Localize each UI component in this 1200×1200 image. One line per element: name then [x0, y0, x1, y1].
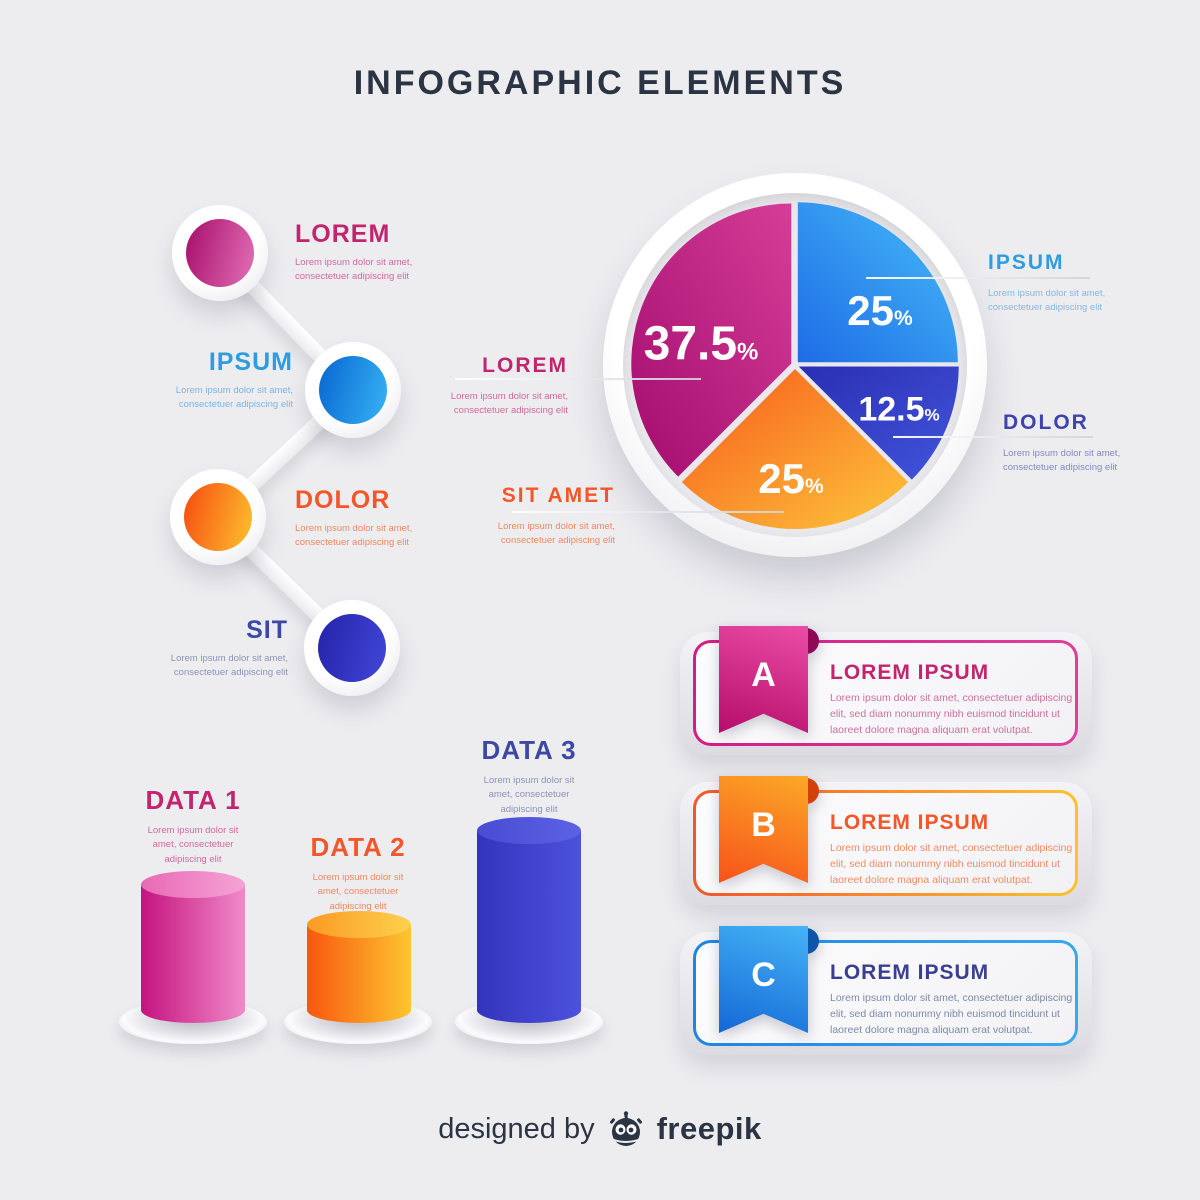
pie-value-sit-amet: 25% [758, 455, 824, 502]
bar-desc: Lorem ipsum dolor sit amet, consectetuer… [483, 775, 575, 815]
ribbon-c: C [719, 926, 819, 1033]
banner-body: Lorem ipsum dolor sit amet, consectetuer… [830, 692, 1073, 736]
banner-title: LOREM IPSUM [830, 811, 990, 834]
bar-title: DATA 1 [145, 785, 241, 815]
pie-slice-dolor [798, 366, 959, 480]
timeline-node-ipsum-dot [319, 356, 387, 424]
timeline-node-sit-dot [318, 614, 386, 682]
percent-sign: % [737, 338, 759, 366]
timeline-item-desc: Lorem ipsum dolor sit amet, consectetuer… [295, 523, 413, 548]
bar-label-data-2: DATA 2 Lorem ipsum dolor sit amet, conse… [283, 832, 433, 914]
banner-title: LOREM IPSUM [830, 661, 990, 684]
ribbon-a: A [719, 626, 819, 733]
bar-title: DATA 3 [481, 735, 577, 765]
timeline-item-lorem: LOREM Lorem ipsum dolor sit amet, consec… [295, 220, 445, 284]
leader-line-ipsum [866, 277, 1090, 279]
pie-callout-desc: Lorem ipsum dolor sit amet, consectetuer… [988, 288, 1106, 314]
leader-line-sit-amet [512, 511, 784, 513]
timeline-node-lorem-dot [186, 219, 254, 287]
timeline-node-lorem [172, 205, 268, 301]
percent-sign: % [805, 475, 824, 498]
timeline-item-desc: Lorem ipsum dolor sit amet, consectetuer… [295, 257, 413, 282]
timeline-item-label: DOLOR [295, 486, 391, 514]
timeline-item-label: IPSUM [208, 348, 293, 376]
freepik-robot-icon [605, 1108, 647, 1150]
cylinder-top [307, 911, 411, 938]
ribbon-letter: C [751, 956, 776, 994]
bar-title: DATA 2 [310, 832, 406, 862]
pie-slice-lorem [631, 203, 792, 477]
timeline-item-label: LOREM [295, 220, 391, 248]
pie-slice-sit-amet [681, 369, 909, 530]
footer-brand: freepik [656, 1111, 762, 1146]
bar-desc: Lorem ipsum dolor sit amet, consectetuer… [147, 825, 239, 865]
banner-a: A LOREM IPSUM Lorem ipsum dolor sit amet… [680, 626, 1092, 755]
pie-chart [631, 202, 959, 530]
pie-callout-desc: Lorem ipsum dolor sit amet, consectetuer… [450, 391, 568, 417]
timeline-node-dolor [170, 469, 266, 565]
pie-callout-lorem: LOREM Lorem ipsum dolor sit amet, consec… [428, 354, 568, 419]
pie-value-dolor: 12.5% [858, 390, 940, 429]
banner-title: LOREM IPSUM [830, 961, 990, 984]
pie-value-ipsum: 25% [847, 287, 913, 334]
pie-callout-sit-amet: SIT AMET Lorem ipsum dolor sit amet, con… [475, 484, 615, 549]
percent-sign: % [894, 307, 913, 330]
timeline-node-ipsum [305, 342, 401, 438]
timeline-item-desc: Lorem ipsum dolor sit amet, consectetuer… [175, 385, 293, 410]
timeline-item-label: SIT [246, 616, 288, 644]
footer-prefix: designed by [438, 1112, 595, 1145]
ribbon-letter: B [751, 806, 776, 844]
leader-line-lorem [455, 378, 701, 380]
leader-line-dolor [893, 436, 1093, 438]
pie-callout-ipsum: IPSUM Lorem ipsum dolor sit amet, consec… [988, 251, 1128, 316]
banner-b: B LOREM IPSUM Lorem ipsum dolor sit amet… [680, 776, 1092, 905]
pie-value-lorem: 37.5% [643, 317, 759, 371]
pie-callout-dolor: DOLOR Lorem ipsum dolor sit amet, consec… [1003, 411, 1143, 476]
timeline-item-dolor: DOLOR Lorem ipsum dolor sit amet, consec… [295, 486, 445, 550]
pie-callout-title: DOLOR [1003, 411, 1089, 434]
timeline-item-desc: Lorem ipsum dolor sit amet, consectetuer… [170, 653, 288, 678]
timeline-item-sit: SIT Lorem ipsum dolor sit amet, consecte… [138, 616, 288, 680]
pie-callout-title: LOREM [482, 354, 568, 377]
timeline-node-dolor-dot [184, 483, 252, 551]
cylinder-top [141, 871, 245, 898]
footer-credit: designed by freepik [0, 1108, 1200, 1150]
percent-sign: % [924, 405, 940, 425]
banner-body: Lorem ipsum dolor sit amet, consectetuer… [830, 992, 1073, 1036]
pie-slice-ipsum [797, 202, 958, 363]
pie-callout-desc: Lorem ipsum dolor sit amet, consectetuer… [1003, 448, 1121, 474]
banner-body: Lorem ipsum dolor sit amet, consectetuer… [830, 842, 1073, 886]
page-title: INFOGRAPHIC ELEMENTS [353, 64, 847, 102]
bar-label-data-3: DATA 3 Lorem ipsum dolor sit amet, conse… [454, 735, 604, 817]
pie-callout-title: IPSUM [988, 251, 1065, 274]
cylinder-body [477, 831, 581, 1023]
bar-desc: Lorem ipsum dolor sit amet, consectetuer… [312, 872, 404, 912]
bar-label-data-1: DATA 1 Lorem ipsum dolor sit amet, conse… [118, 785, 268, 867]
ribbon-letter: A [751, 656, 776, 694]
ribbon-b: B [719, 776, 819, 883]
cylinder-body [141, 885, 245, 1023]
cylinder-top [477, 817, 581, 844]
timeline-item-ipsum: IPSUM Lorem ipsum dolor sit amet, consec… [143, 348, 293, 412]
cylinder-body [307, 925, 411, 1023]
pie-callout-title: SIT AMET [501, 484, 615, 507]
banner-c: C LOREM IPSUM Lorem ipsum dolor sit amet… [680, 926, 1092, 1055]
pie-callout-desc: Lorem ipsum dolor sit amet, consectetuer… [497, 521, 615, 547]
timeline-node-sit [304, 600, 400, 696]
